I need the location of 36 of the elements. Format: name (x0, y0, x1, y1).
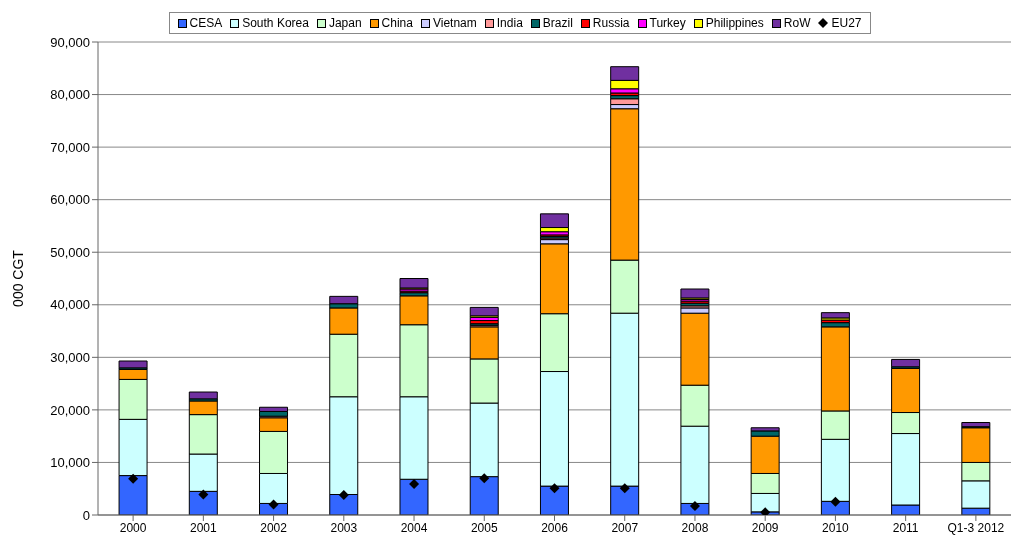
legend-label: Turkey (648, 16, 686, 30)
y-tick-label: 80,000 (50, 87, 90, 103)
x-tick-label: 2008 (681, 520, 709, 535)
x-tick-label: 2007 (611, 520, 639, 535)
y-tick-label: 90,000 (50, 34, 90, 50)
legend-label: China (380, 16, 413, 30)
x-tick-label: 2011 (892, 520, 919, 535)
x-tick-label: Q1-3 2012 (947, 520, 1005, 535)
y-tick-label: 10,000 (50, 455, 90, 471)
legend-label: RoW (782, 16, 811, 30)
legend-label: Philippines (704, 16, 764, 30)
legend-label: Japan (327, 16, 362, 30)
y-tick-label: 0 (82, 507, 90, 523)
x-tick-label: 2005 (470, 520, 498, 535)
y-tick-label: 70,000 (50, 139, 90, 155)
x-tick-label: 2000 (119, 520, 147, 535)
x-tick-label: 2010 (822, 520, 850, 535)
legend-label: India (495, 16, 523, 30)
x-tick-label: 2006 (541, 520, 569, 535)
legend-label: CESA (188, 16, 223, 30)
y-tick-label: 60,000 (50, 192, 90, 208)
legend-label: Russia (591, 16, 630, 30)
legend-label: Brazil (541, 16, 573, 30)
legend-label: EU27 (830, 16, 862, 30)
x-tick-label: 2001 (189, 520, 218, 535)
y-tick-label: 40,000 (50, 297, 90, 313)
y-tick-label: 20,000 (50, 402, 90, 418)
y-tick-label: 30,000 (50, 349, 90, 365)
x-tick-label: 2002 (260, 520, 288, 535)
legend-label: South Korea (241, 16, 309, 30)
y-axis-title: 000 CGT (9, 249, 26, 307)
x-tick-label: 2004 (400, 520, 428, 535)
x-tick-label: 2003 (330, 520, 358, 535)
x-tick-label: 2009 (751, 520, 779, 535)
legend-label: Vietnam (431, 16, 477, 30)
y-tick-label: 50,000 (50, 244, 90, 260)
